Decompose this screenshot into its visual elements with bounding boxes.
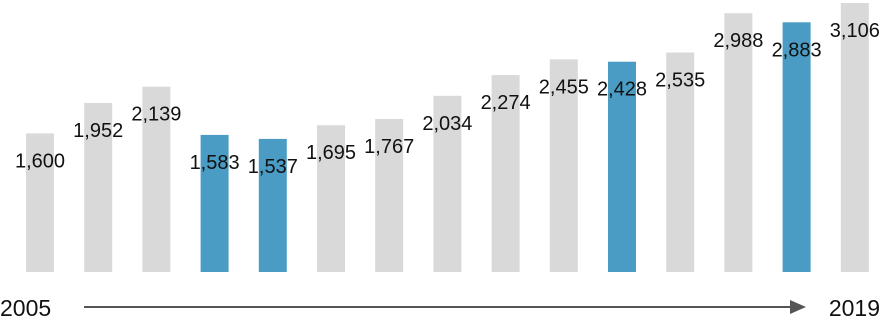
bar-2008	[200, 134, 229, 272]
value-label-2005: 1,600	[15, 150, 65, 172]
bar-2011	[375, 119, 404, 272]
value-label-2006: 1,952	[73, 120, 123, 142]
bar-2013	[491, 75, 520, 272]
bar-2006	[84, 102, 113, 273]
value-label-2008: 1,583	[190, 152, 240, 174]
bar-2007	[142, 86, 171, 272]
bar-2015	[608, 61, 636, 273]
value-label-2010: 1,695	[306, 142, 356, 164]
value-label-2009: 1,537	[248, 156, 298, 178]
x-axis-start-label: 2005	[0, 295, 51, 321]
x-axis-end-label: 2019	[829, 295, 880, 321]
value-label-2019: 3,106	[830, 20, 880, 42]
value-label-2007: 2,139	[131, 104, 181, 126]
value-label-2013: 2,274	[481, 92, 531, 114]
bar-2014	[549, 59, 578, 273]
bar-2019	[840, 3, 869, 272]
value-label-2014: 2,455	[539, 76, 589, 98]
value-label-2017: 2,988	[713, 30, 763, 52]
value-labels-layer: 1,600 1,952 2,139 1,583 1,537 1,695 1,767 2,034…	[15, 20, 880, 178]
bar-2009	[258, 138, 287, 272]
value-label-2016: 2,535	[655, 70, 705, 92]
bar-2018	[782, 22, 811, 272]
value-label-2018: 2,883	[772, 39, 822, 61]
bar-2010	[317, 125, 345, 272]
bars-layer	[26, 3, 869, 273]
timeline-arrow-head	[790, 300, 806, 314]
value-label-2015: 2,428	[597, 79, 647, 101]
value-label-2011: 1,767	[364, 136, 414, 158]
value-label-2012: 2,034	[422, 113, 472, 135]
bar-2017	[724, 13, 753, 272]
bar-2016	[666, 52, 695, 272]
bar-2005	[26, 133, 54, 272]
bar-2012	[433, 95, 462, 272]
